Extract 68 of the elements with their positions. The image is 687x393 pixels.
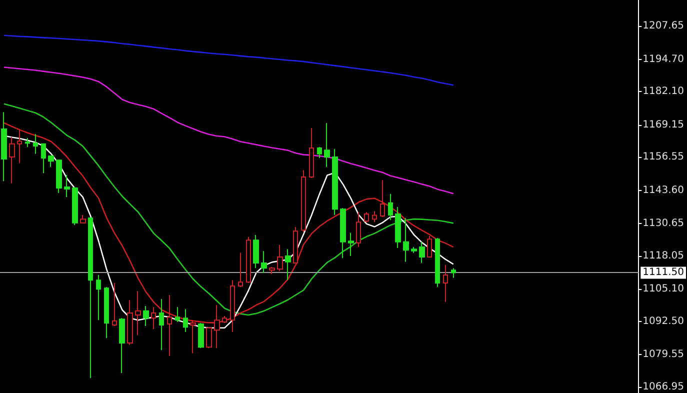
candlestick [33,134,38,154]
candlestick [238,252,243,288]
candlestick [48,155,54,168]
candlestick [277,244,283,272]
y-tick-label: 1156.55 [642,152,684,163]
line-series [3,34,454,86]
candlestick [309,128,314,179]
candlestick [1,112,7,182]
candlestick [411,246,417,254]
y-tick-label: 1143.60 [642,184,684,196]
candlestick [72,186,78,226]
candlestick [135,290,141,336]
candlestick [403,218,409,262]
candlestick [301,170,306,233]
candlestick [340,208,346,259]
candlestick [253,234,259,269]
ref-line-label: 1111.50 [642,267,684,278]
candlestick [451,268,456,278]
candlestick [317,146,322,159]
y-tick-label: 1182.10 [642,86,684,98]
y-tick-label: 1130.65 [642,218,684,230]
y-tick-label: 1169.15 [642,119,684,130]
candlestick [112,282,117,327]
candlestick [206,326,212,349]
candlestick [56,160,62,194]
candlestick [151,306,156,330]
candlestick [372,210,377,223]
candlestick [419,241,425,264]
candlestick [356,212,361,248]
candlestick [285,248,291,281]
candlestick [127,300,133,346]
candlestick [380,180,385,218]
candlestick [198,322,204,349]
y-tick-label: 1118.05 [642,250,684,262]
candlestick [443,264,448,302]
candlestick [119,318,125,374]
candlestick [364,212,369,224]
candlestick [269,266,275,274]
candlestick [17,128,22,164]
candlestick [96,274,101,321]
candlestick [41,143,46,174]
candlestick [175,306,180,322]
candlestick [395,206,401,249]
y-tick-label: 1079.55 [642,349,684,360]
y-tick-label: 1105.10 [642,284,684,295]
candlestick [293,226,298,264]
candlestick [348,232,354,257]
candlestick [388,193,393,221]
candlestick [246,236,251,284]
candlestick [159,298,164,351]
y-tick-label: 1207.65 [642,20,684,32]
candlestick [427,236,432,258]
candlestick [143,306,149,327]
candlestick [88,218,93,379]
y-tick-label: 1194.70 [642,54,684,65]
y-tick-label: 1092.50 [642,316,684,327]
candlestick [261,250,267,274]
candlestick [64,174,70,198]
candlestick [183,308,188,332]
candlestick [332,148,338,216]
line-series [3,66,454,194]
candlestick [80,214,86,224]
candlestick [104,286,109,339]
candlestick [9,136,15,184]
candlestick [25,138,30,148]
y-tick-label: 1066.95 [642,381,684,392]
candlestick [435,238,440,288]
candlestick [324,122,330,168]
